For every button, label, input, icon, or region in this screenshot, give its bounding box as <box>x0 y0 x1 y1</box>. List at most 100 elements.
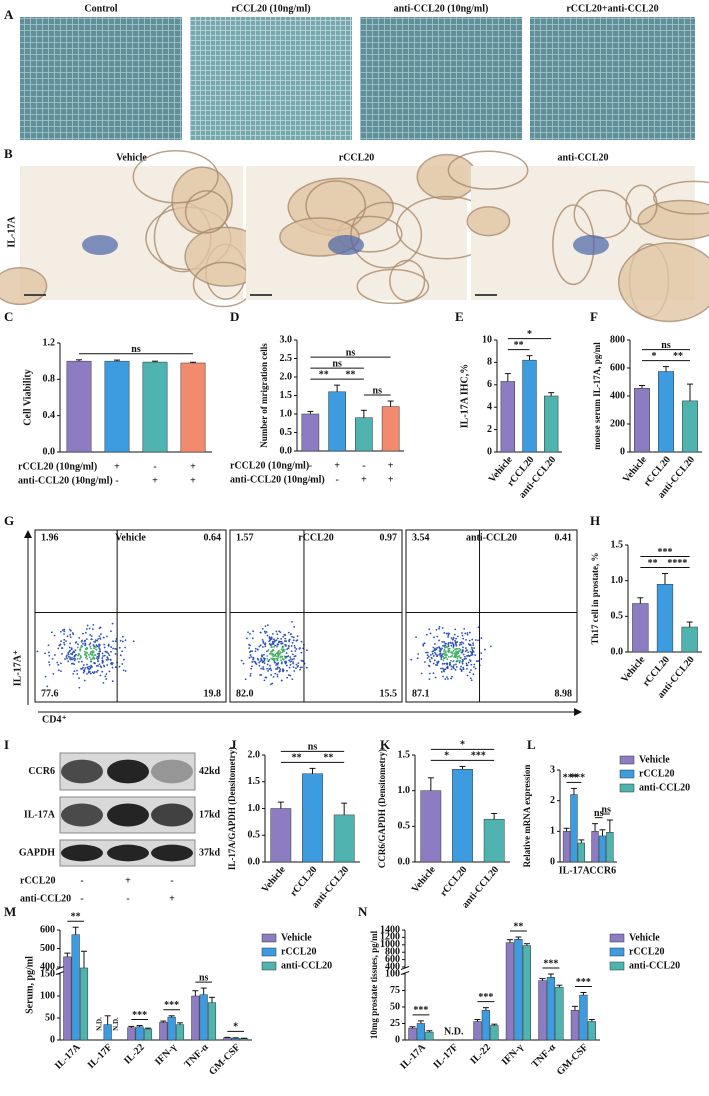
event <box>63 633 65 635</box>
event <box>440 667 442 670</box>
event <box>124 639 127 641</box>
event <box>264 676 267 679</box>
event <box>447 636 449 638</box>
well-image <box>360 17 522 140</box>
y-tick-label: 0 <box>487 446 492 457</box>
event <box>426 657 429 659</box>
not-detected: N.D. <box>95 1017 103 1031</box>
event <box>450 637 453 639</box>
event <box>450 651 453 654</box>
significance-label: ns <box>131 344 141 355</box>
event <box>457 650 460 652</box>
legend-swatch <box>609 961 625 971</box>
event <box>277 643 280 646</box>
event <box>461 634 464 637</box>
event <box>295 648 298 650</box>
event <box>122 635 124 638</box>
panel-letter: B <box>4 146 13 161</box>
event <box>53 634 56 637</box>
event <box>286 655 288 658</box>
y-tick-label: 0.5 <box>611 611 624 622</box>
y-tick-label: 1.0 <box>280 408 293 419</box>
event <box>268 637 271 640</box>
event <box>436 661 438 664</box>
event <box>442 675 444 678</box>
condition-sign: - <box>309 460 312 471</box>
legend-label: Vehicle <box>281 932 312 943</box>
event <box>461 658 464 661</box>
event <box>470 654 473 656</box>
bar <box>143 1028 153 1041</box>
event <box>91 653 93 656</box>
event <box>69 642 71 645</box>
condition-sign: + <box>388 474 394 485</box>
event <box>114 640 117 643</box>
condition-sign: - <box>126 893 129 904</box>
event <box>285 664 288 667</box>
legend-label: anti-CCL20 <box>639 782 690 793</box>
event <box>277 641 280 644</box>
event <box>422 643 425 646</box>
event <box>269 639 272 642</box>
condition-label: rCCL20 <box>20 875 56 886</box>
event <box>461 646 464 649</box>
event <box>92 623 95 626</box>
event <box>88 627 91 630</box>
event <box>296 665 299 668</box>
event <box>261 646 264 648</box>
event <box>443 657 446 659</box>
tissue <box>350 201 423 269</box>
event <box>91 650 94 653</box>
event <box>446 676 448 679</box>
legend-swatch <box>261 961 277 971</box>
event <box>471 648 474 651</box>
image-title: rCCL20 (10ng/ml) <box>231 3 310 14</box>
image-title: anti-CCL20 (10ng/ml) <box>394 3 489 14</box>
event <box>70 662 73 665</box>
event <box>108 654 111 657</box>
event <box>452 649 455 652</box>
event <box>453 633 456 636</box>
event <box>428 672 431 675</box>
event <box>262 657 265 659</box>
y-tick-label: 150 <box>40 968 55 979</box>
significance-label: ns <box>308 742 318 753</box>
significance-label: * <box>233 1022 238 1033</box>
event <box>270 636 273 639</box>
event <box>470 669 472 671</box>
bar <box>579 994 588 1041</box>
event <box>59 630 62 633</box>
event <box>443 645 446 647</box>
event <box>110 662 112 665</box>
event <box>98 663 101 666</box>
event <box>266 624 269 627</box>
event <box>253 660 256 663</box>
event <box>63 630 66 633</box>
y-tick-label: 100 <box>385 968 400 979</box>
bar <box>79 967 89 1041</box>
bar <box>606 832 614 863</box>
event <box>453 667 455 670</box>
event <box>75 641 78 643</box>
event <box>281 642 284 645</box>
bar <box>577 842 586 863</box>
event <box>416 657 419 660</box>
event <box>242 662 245 665</box>
event <box>276 663 279 666</box>
event <box>458 661 461 664</box>
event <box>289 660 292 663</box>
event <box>105 673 108 675</box>
event <box>294 646 296 649</box>
event <box>273 660 276 662</box>
event <box>455 644 458 647</box>
event <box>470 679 473 682</box>
y-tick-label: 1.5 <box>248 776 261 787</box>
event <box>97 652 99 655</box>
bar <box>452 769 473 863</box>
event <box>266 658 269 660</box>
event <box>53 654 56 656</box>
event <box>132 640 135 643</box>
event <box>460 643 463 646</box>
y-tick-label: 200 <box>610 418 625 429</box>
event <box>93 671 96 673</box>
